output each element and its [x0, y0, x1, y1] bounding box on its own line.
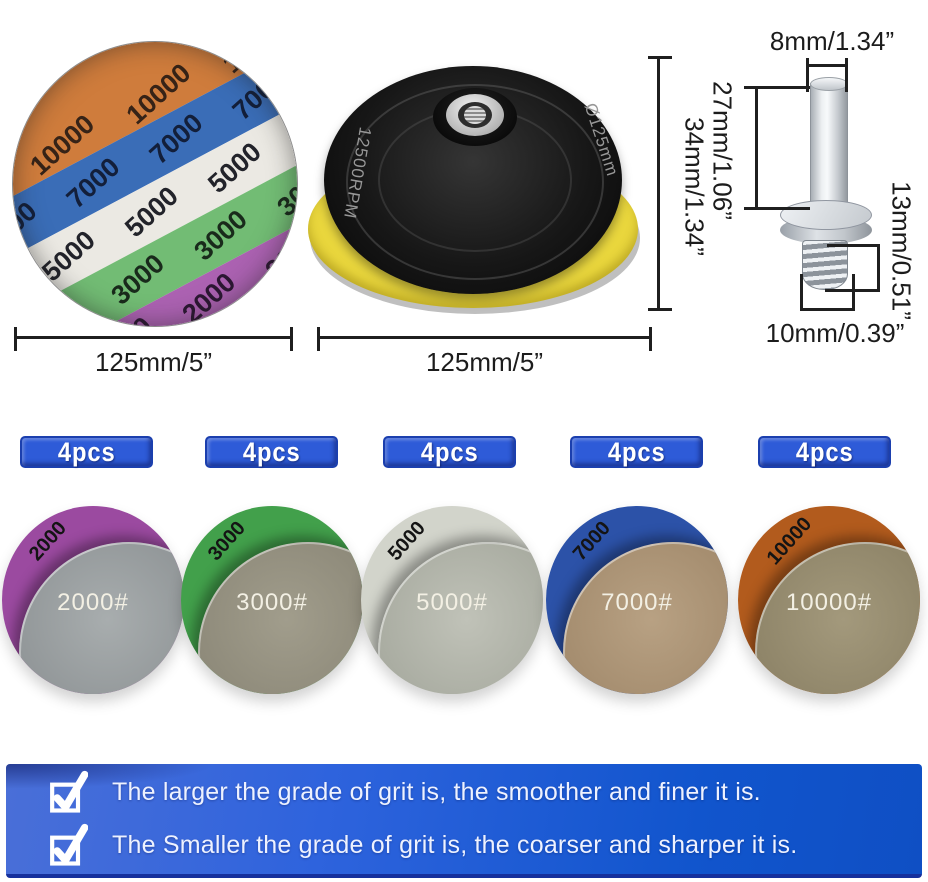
info-line-1: The larger the grade of grit is, the smo… [48, 770, 922, 816]
disc-grit-label: 2000# [57, 588, 129, 616]
dimension-label-adapter-bottom: 10mm/0.39” [765, 318, 905, 348]
dimension-tick [845, 58, 848, 92]
dimension-tick [744, 207, 810, 210]
adapter-shaft-cap [810, 77, 848, 91]
qty-banner-2000: 4pcs [20, 436, 153, 468]
disc-edge-shading [13, 42, 297, 326]
disc-front [19, 542, 184, 694]
dimension-line-adapter-right [877, 244, 880, 292]
dimension-tick [806, 58, 809, 92]
dimension-label-adapter-left: 27mm/1.06” [707, 81, 738, 220]
striped-sanding-disc: 10000 10000 10000 10000 10000 7000 7000 … [12, 41, 298, 327]
dimension-line-adapter-top [808, 64, 848, 67]
disc-front [198, 542, 363, 694]
info-text-1: The larger the grade of grit is, the smo… [112, 778, 761, 806]
curl-grit-text: 2000 [24, 517, 71, 566]
qty-banner-3000: 4pcs [205, 436, 338, 468]
dimension-tick [744, 86, 810, 89]
checkbox-icon [50, 770, 88, 813]
disc-front [378, 542, 543, 694]
adapter-threaded-stud [802, 240, 848, 290]
qty-label: 4pcs [57, 436, 116, 467]
qty-label: 4pcs [795, 436, 854, 467]
disc-grit-label: 5000# [416, 588, 488, 616]
disc-7000: 7000 7000# [546, 506, 728, 694]
dimension-label-pad-height: 34mm/1.34” [679, 117, 710, 256]
qty-label: 4pcs [420, 436, 479, 467]
disc-grit-label: 3000# [236, 588, 308, 616]
dimension-tick [827, 244, 880, 247]
disc-10000: 10000 10000# [738, 506, 920, 694]
disc-2000: 2000 2000# [2, 506, 184, 694]
disc-grit-label: 10000# [785, 588, 873, 616]
disc-front [563, 542, 728, 694]
qty-label: 4pcs [242, 436, 301, 467]
qty-banner-7000: 4pcs [570, 436, 703, 468]
adapter-shaft [810, 83, 848, 211]
info-banner: The larger the grade of grit is, the smo… [6, 764, 922, 878]
disc-5000: 5000 5000# [361, 506, 543, 694]
curl-grit-text: 5000 [383, 517, 430, 566]
curl-grit-text: 7000 [568, 517, 615, 566]
qty-banner-5000: 4pcs [383, 436, 516, 468]
curl-grit-text: 3000 [203, 517, 250, 566]
info-text-2: The Smaller the grade of grit is, the co… [112, 831, 798, 859]
dimension-label-striped-disc: 125mm/5” [94, 347, 213, 377]
qty-label: 4pcs [607, 436, 666, 467]
dimension-line-pad-width [317, 327, 652, 351]
dimension-label-adapter-top: 8mm/1.34” [769, 26, 895, 56]
dimension-line-pad-height [648, 56, 672, 311]
pad-ring-outer [346, 84, 604, 280]
dimension-tick [800, 274, 803, 311]
dimension-label-adapter-right: 13mm/0.51” [886, 181, 917, 320]
dimension-label-pad-width: 125mm/5” [425, 347, 544, 377]
dimension-line-striped-disc [14, 327, 293, 351]
dimension-tick [852, 274, 855, 311]
dimension-line-adapter-bottom [800, 308, 855, 311]
checkbox-icon [50, 823, 88, 866]
adapter-flange-top [780, 200, 872, 230]
qty-banner-10000: 4pcs [758, 436, 891, 468]
info-line-2: The Smaller the grade of grit is, the co… [48, 823, 922, 869]
pad-thread [464, 106, 486, 124]
dimension-line-adapter-left [755, 86, 758, 210]
disc-3000: 3000 3000# [181, 506, 363, 694]
disc-grit-label: 7000# [601, 588, 673, 616]
